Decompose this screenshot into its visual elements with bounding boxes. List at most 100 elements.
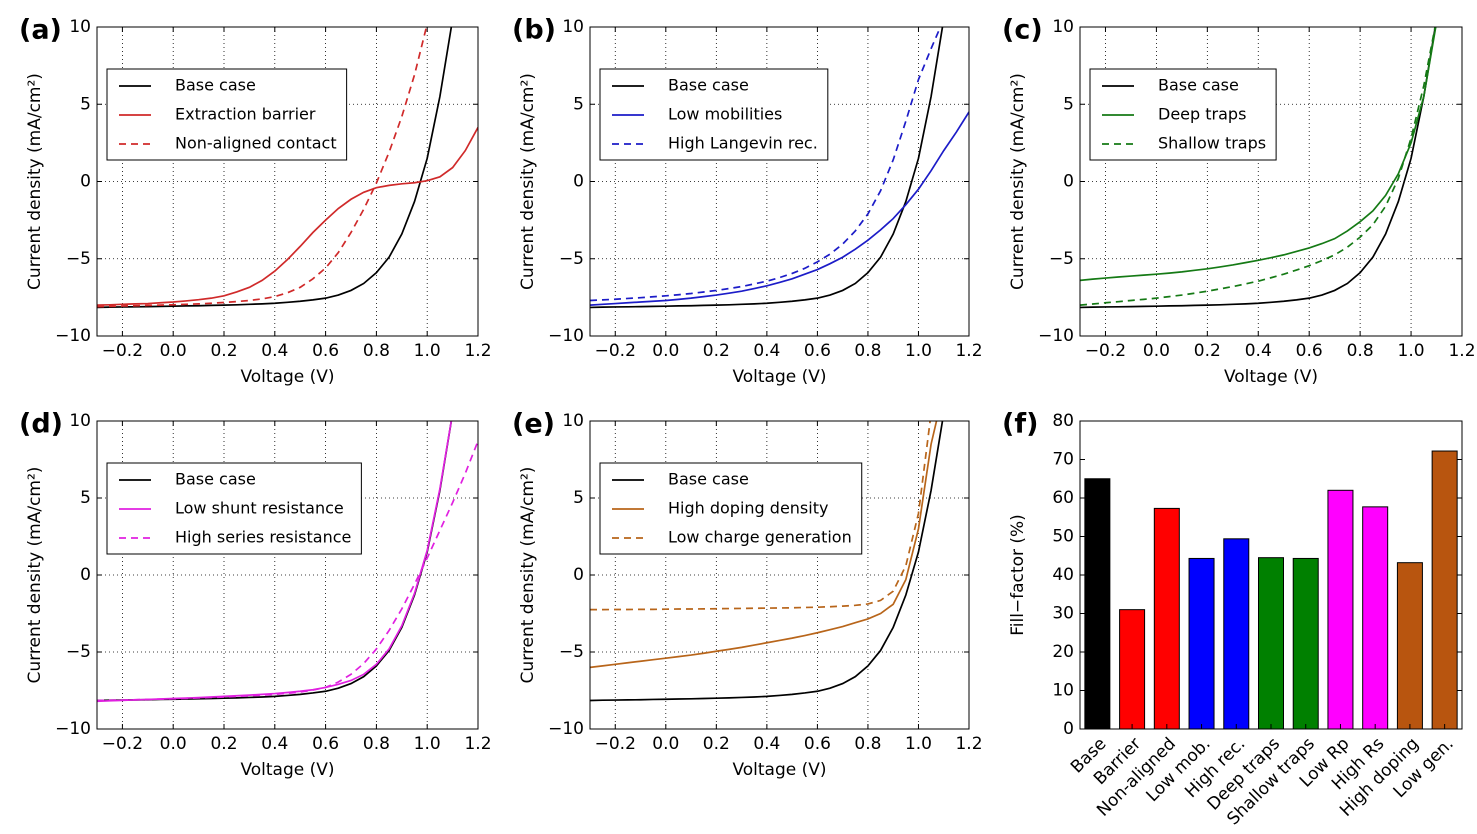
series-line — [590, 27, 944, 309]
x-tick-label: 1.2 — [1448, 341, 1475, 361]
y-axis-label: Current density (mA/cm²) — [25, 73, 45, 290]
legend-label: Shallow traps — [1158, 134, 1266, 153]
legend: Base case High doping density Low charge g… — [599, 462, 863, 555]
series-line — [1080, 27, 1437, 309]
y-axis-label: Fill−factor (%) — [1008, 514, 1028, 636]
y-tick-label: −5 — [559, 249, 584, 269]
legend-label: Low charge generation — [668, 528, 852, 547]
bar — [1223, 538, 1250, 730]
y-axis-label: Current density (mA/cm²) — [1008, 73, 1028, 290]
legend-label: Low shunt resistance — [175, 499, 344, 518]
x-tick-label: 0.6 — [804, 734, 831, 754]
legend-label: Non-aligned contact — [175, 134, 337, 153]
x-tick-label: 0.8 — [854, 734, 881, 754]
plot-frame — [589, 420, 970, 730]
x-tick-label: 0.2 — [703, 734, 730, 754]
y-tick-label: 5 — [80, 94, 91, 114]
x-tick-label: 0.4 — [1245, 341, 1272, 361]
x-tick-label: 0.6 — [312, 341, 339, 361]
legend: Base case Extraction barrier Non-aligned c… — [106, 68, 348, 161]
x-tick-label: 0.6 — [804, 341, 831, 361]
y-axis-label: Current density (mA/cm²) — [25, 467, 45, 684]
x-tick-label: −0.2 — [102, 341, 143, 361]
x-tick-label: 1.0 — [414, 734, 441, 754]
x-axis-label: Voltage (V) — [240, 760, 334, 780]
series-line — [97, 127, 478, 306]
panel-label: (f) — [1002, 409, 1038, 440]
legend-label: Base case — [175, 470, 256, 489]
x-tick-label: 0.4 — [753, 341, 780, 361]
x-tick-label: −0.2 — [1085, 341, 1126, 361]
x-tick-label: 1.0 — [1398, 341, 1425, 361]
panel-label: (e) — [512, 409, 555, 440]
bar — [1362, 506, 1389, 730]
y-tick-label: 10 — [1052, 681, 1074, 701]
x-tick-label: 1.0 — [905, 734, 932, 754]
bar — [1292, 557, 1319, 730]
y-axis-label: Current density (mA/cm²) — [518, 73, 538, 290]
plot-frame — [96, 420, 479, 730]
plot-frame — [1079, 26, 1463, 337]
plot-frame — [1079, 420, 1463, 730]
x-axis-label: Voltage (V) — [1224, 367, 1318, 387]
x-tick-label: 0.4 — [261, 734, 288, 754]
series-line — [590, 111, 969, 306]
legend-label: Deep traps — [1158, 105, 1246, 124]
x-tick-label: 0.8 — [1347, 341, 1374, 361]
legend-label: High doping density — [668, 499, 828, 518]
legend-label: Extraction barrier — [175, 105, 316, 124]
y-tick-label: −5 — [66, 249, 91, 269]
series-line — [1080, 27, 1436, 306]
legend-label: Base case — [1158, 76, 1239, 95]
y-tick-label: −5 — [66, 642, 91, 662]
plot-frame — [96, 26, 479, 337]
legend: Base case Low mobilities High Langevin rec… — [599, 68, 829, 161]
legend-label: Base case — [668, 76, 749, 95]
y-tick-label: 0 — [1063, 172, 1074, 192]
x-tick-label: 0.8 — [363, 734, 390, 754]
x-tick-label: 0.2 — [1194, 341, 1221, 361]
y-tick-label: 10 — [1052, 17, 1074, 37]
legend-label: Low mobilities — [668, 105, 782, 124]
y-tick-label: −10 — [548, 719, 584, 739]
x-tick-label: 0.0 — [652, 341, 679, 361]
panel-label: (a) — [19, 15, 62, 46]
y-tick-label: 10 — [69, 411, 91, 431]
x-tick-label: −0.2 — [595, 734, 636, 754]
bar — [1257, 557, 1285, 730]
x-tick-label: 1.2 — [464, 341, 491, 361]
x-tick-label: 1.0 — [905, 341, 932, 361]
x-tick-label: 0.0 — [160, 341, 187, 361]
series-line — [590, 421, 931, 611]
x-tick-label: 0.4 — [261, 341, 288, 361]
y-tick-label: 0 — [573, 565, 584, 585]
y-tick-label: 40 — [1052, 565, 1074, 585]
bar — [1188, 557, 1215, 730]
y-tick-label: −10 — [55, 719, 91, 739]
series-line — [590, 27, 942, 302]
y-tick-label: −10 — [1038, 326, 1074, 346]
x-tick-label: 0.8 — [363, 341, 390, 361]
x-tick-label: 0.2 — [703, 341, 730, 361]
y-tick-label: 0 — [1063, 719, 1074, 739]
bar — [1327, 489, 1354, 730]
x-axis-label: Voltage (V) — [732, 760, 826, 780]
y-tick-label: 60 — [1052, 488, 1074, 508]
bar — [1431, 450, 1458, 730]
y-tick-label: 80 — [1052, 411, 1074, 431]
y-tick-label: 5 — [573, 488, 584, 508]
legend: Base case Low shunt resistance High series… — [106, 462, 362, 555]
panel-label: (b) — [512, 15, 556, 46]
x-tick-label: 0.6 — [1296, 341, 1323, 361]
y-tick-label: 0 — [573, 172, 584, 192]
bar — [1119, 609, 1146, 730]
plot-frame — [589, 26, 970, 337]
x-tick-label: −0.2 — [595, 341, 636, 361]
x-axis-label: Voltage (V) — [240, 367, 334, 387]
x-tick-label: 0.4 — [753, 734, 780, 754]
x-tick-label: −0.2 — [102, 734, 143, 754]
series-line — [97, 27, 428, 308]
y-tick-label: −5 — [1049, 249, 1074, 269]
x-tick-label: 0.2 — [210, 734, 237, 754]
y-tick-label: −10 — [548, 326, 584, 346]
